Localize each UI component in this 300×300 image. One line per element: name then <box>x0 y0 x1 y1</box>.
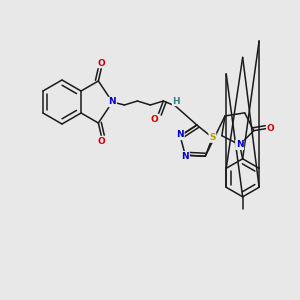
Text: H: H <box>172 97 180 106</box>
Text: S: S <box>209 133 216 142</box>
Text: O: O <box>98 58 105 68</box>
Text: N: N <box>236 140 244 149</box>
Text: O: O <box>98 136 105 146</box>
Text: O: O <box>151 115 158 124</box>
Text: N: N <box>176 130 184 140</box>
Text: N: N <box>182 152 189 161</box>
Text: O: O <box>267 124 275 133</box>
Text: N: N <box>109 98 116 106</box>
